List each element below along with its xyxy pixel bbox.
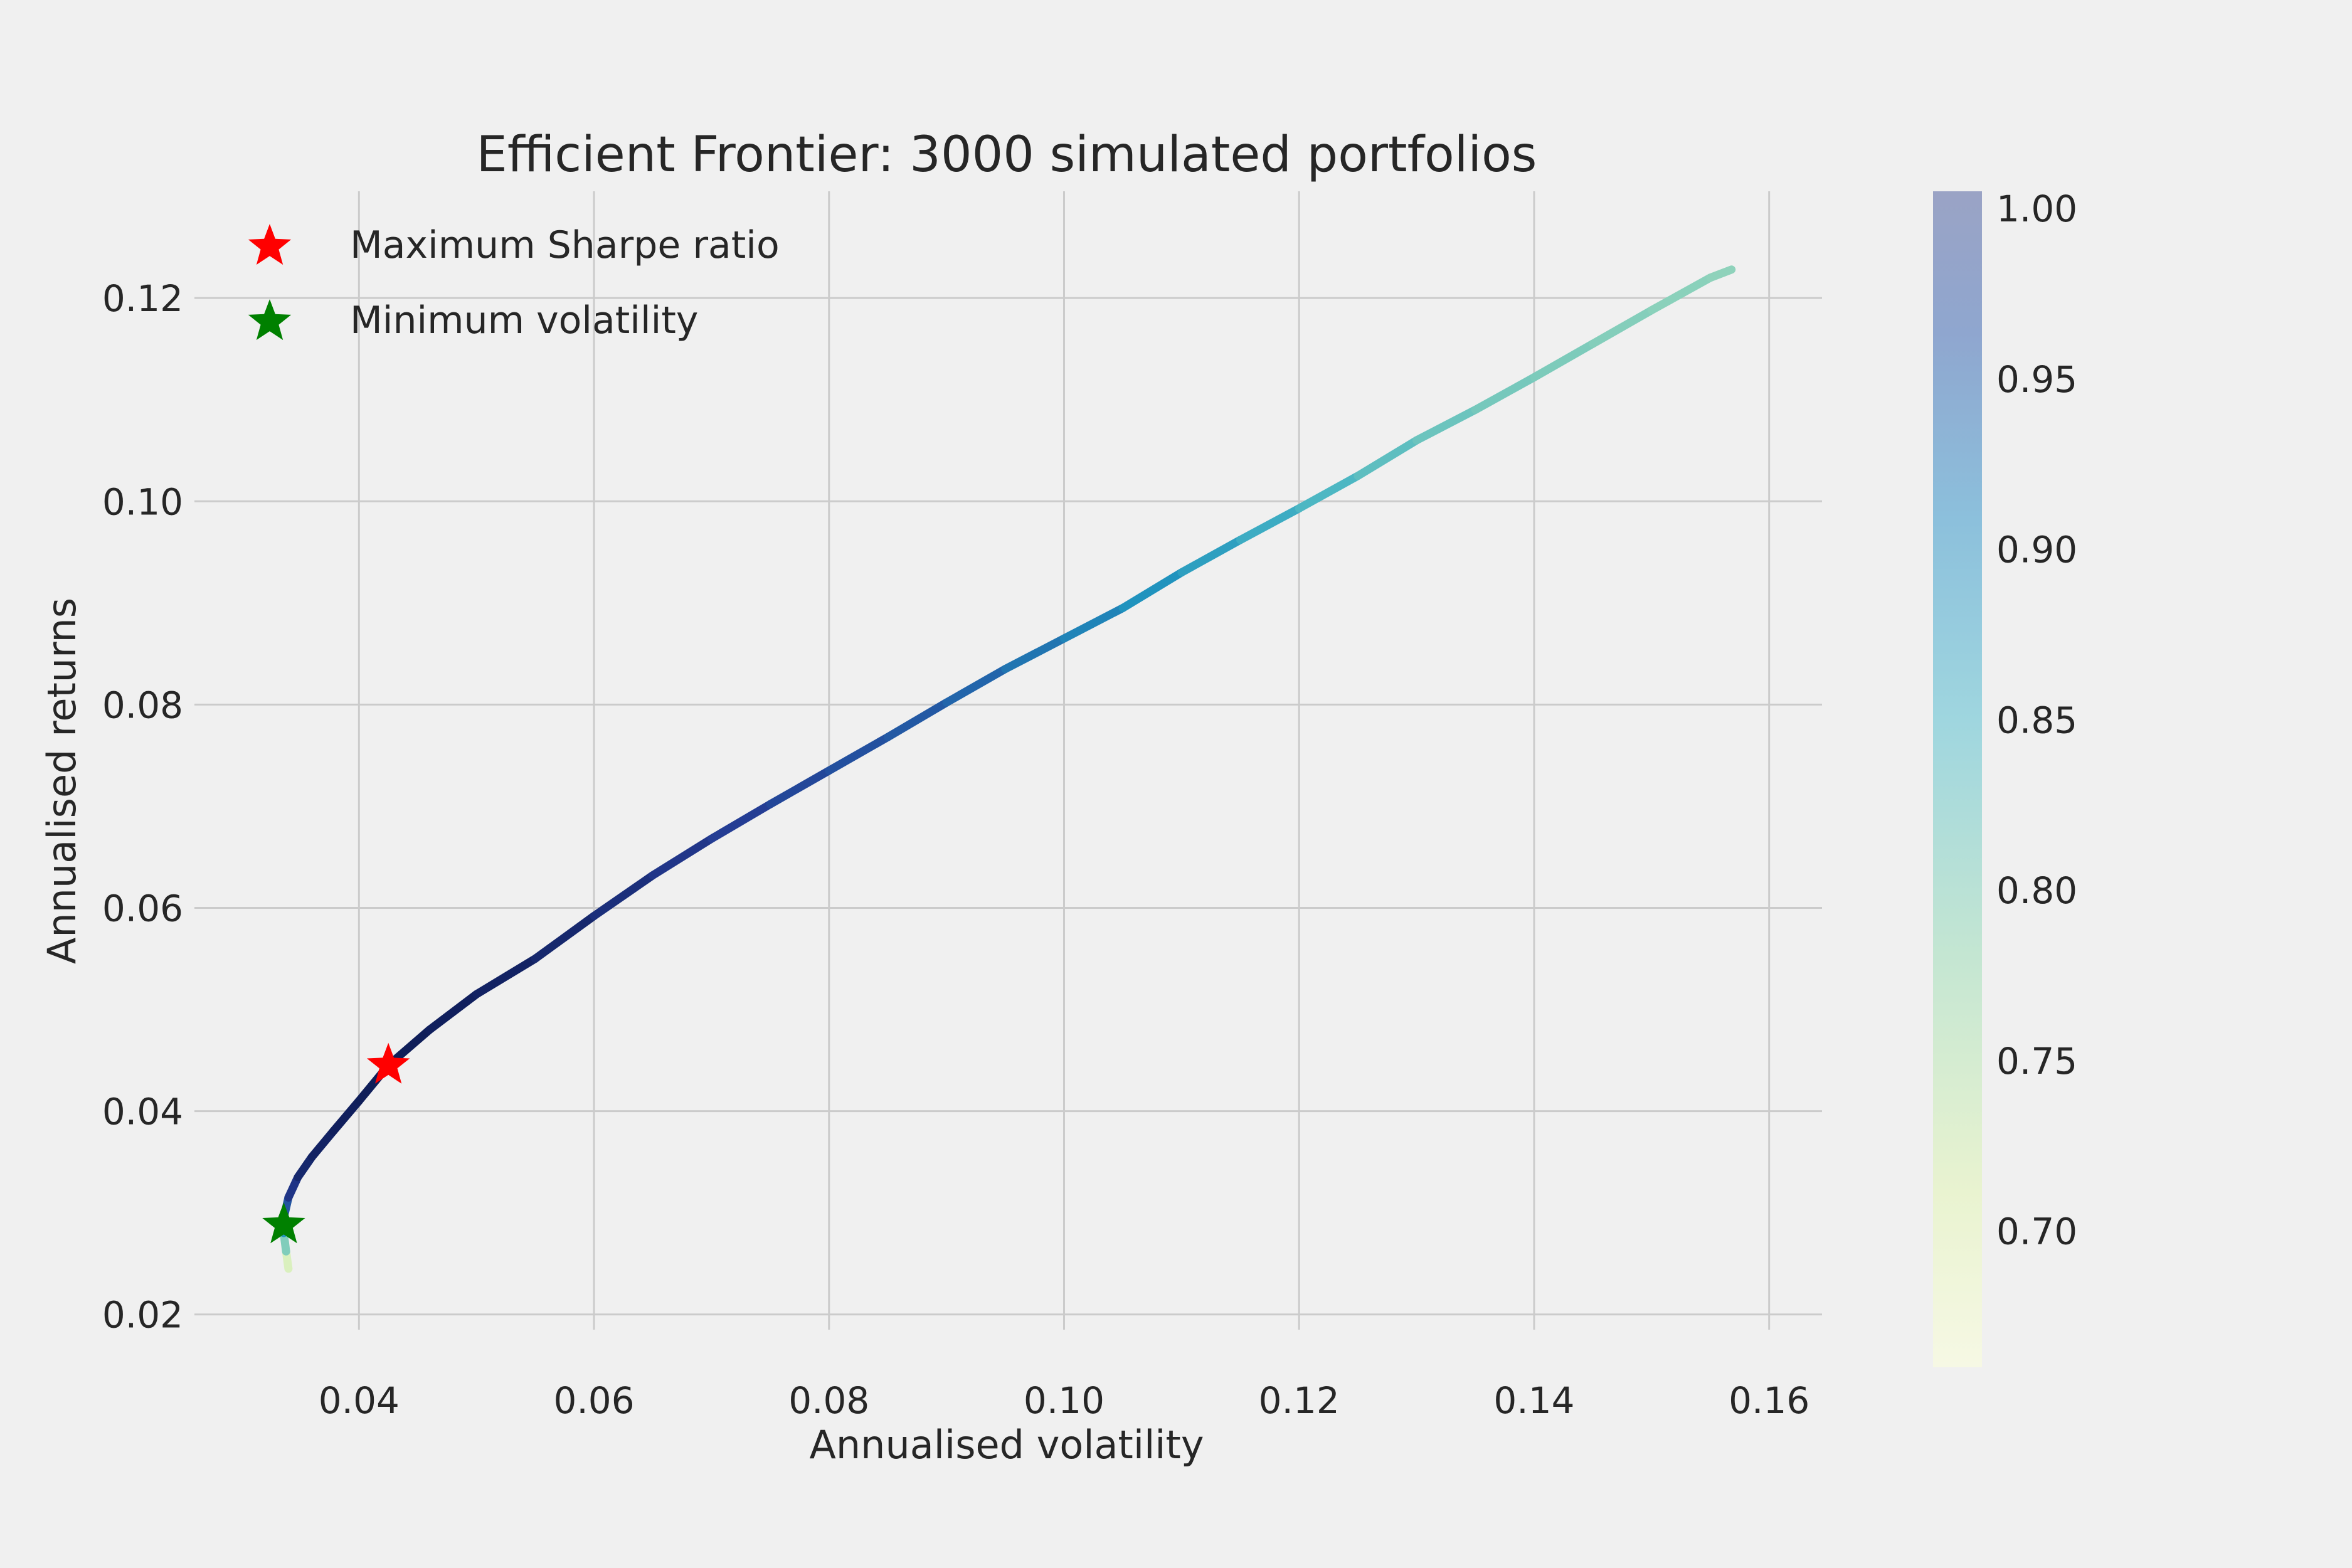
x-tick-label: 0.04 [319, 1379, 400, 1422]
legend: Maximum Sharpe ratio Minimum volatility [248, 223, 780, 342]
frontier-segment [1471, 373, 1539, 414]
colorbar-tick-label: 0.75 [1996, 1040, 2077, 1083]
frontier-segment [1530, 339, 1597, 382]
frontier-segment [1177, 536, 1245, 577]
x-tick-labels: 0.04 0.06 0.08 0.10 0.12 0.14 0.16 [319, 1379, 1810, 1422]
colorbar-tick-label: 0.90 [1996, 529, 2077, 571]
colorbar-tick-label: 0.70 [1996, 1210, 2077, 1253]
chart-title: Efficient Frontier: 3000 simulated portf… [477, 127, 1537, 183]
legend-marker-min-volatility [248, 299, 292, 341]
legend-label-min-volatility: Minimum volatility [350, 299, 698, 342]
frontier-segment [1353, 436, 1421, 480]
y-tick-label: 0.02 [102, 1294, 183, 1337]
frontier-segment [1236, 504, 1303, 544]
frontier-segment [825, 733, 892, 775]
frontier-segment [649, 834, 716, 880]
x-tick-label: 0.14 [1493, 1379, 1574, 1422]
frontier-curve [279, 265, 1736, 1273]
frontier-segment [1059, 603, 1127, 643]
frontier-segment [1589, 306, 1656, 348]
frontier-segment [883, 698, 951, 741]
frontier-segment [307, 1127, 337, 1162]
highlight-markers [262, 1042, 410, 1244]
y-tick-label: 0.06 [102, 887, 183, 930]
frontier-segment [472, 955, 539, 999]
legend-star-icon [248, 299, 292, 341]
y-tick-label: 0.12 [102, 277, 183, 320]
legend-marker-max-sharpe [248, 224, 292, 265]
frontier-segment [1295, 472, 1362, 513]
x-tick-label: 0.06 [553, 1379, 634, 1422]
frontier-segment [294, 1153, 316, 1182]
frontier-segment [707, 800, 775, 843]
frontier-segment [942, 665, 1010, 707]
frontier-segment [1118, 568, 1186, 612]
y-tick-label: 0.08 [102, 684, 183, 726]
colorbar-tick-label: 1.00 [1996, 188, 2077, 230]
x-tick-label: 0.10 [1024, 1379, 1104, 1422]
frontier-segment [1706, 265, 1736, 282]
x-tick-label: 0.12 [1259, 1379, 1340, 1422]
x-tick-label: 0.08 [788, 1379, 869, 1422]
frontier-segment [531, 911, 598, 963]
frontier-segment [590, 871, 657, 920]
x-axis-label: Annualised volatility [809, 1422, 1204, 1468]
frontier-segment [1412, 405, 1480, 445]
colorbar-tick-label: 0.85 [1996, 699, 2077, 741]
colorbar-tick-labels: 0.70 0.75 0.80 0.85 0.90 0.95 1.00 [1996, 188, 2077, 1253]
y-tick-labels: 0.02 0.04 0.06 0.08 0.10 0.12 [102, 277, 183, 1337]
y-tick-label: 0.04 [102, 1091, 183, 1133]
colorbar-tick-label: 0.95 [1996, 358, 2077, 401]
x-gridlines [358, 191, 1771, 1330]
y-axis-label: Annualised returns [39, 598, 85, 964]
frontier-segment [766, 766, 834, 808]
frontier-segment [1001, 634, 1068, 674]
colorbar: 0.70 0.75 0.80 0.85 0.90 0.95 1.00 [1933, 188, 2077, 1367]
colorbar-tick-label: 0.80 [1996, 869, 2077, 912]
legend-star-icon [248, 224, 292, 265]
y-tick-label: 0.10 [102, 480, 183, 523]
y-gridlines [194, 297, 1822, 1316]
legend-label-max-sharpe: Maximum Sharpe ratio [350, 223, 780, 267]
min-volatility-star [262, 1202, 305, 1244]
frontier-segment [329, 1096, 363, 1136]
colorbar-gradient [1933, 191, 1982, 1367]
frontier-segment [1647, 273, 1715, 315]
x-tick-label: 0.16 [1729, 1379, 1809, 1422]
max-sharpe-star [366, 1042, 410, 1084]
frontier-segment [425, 990, 481, 1034]
